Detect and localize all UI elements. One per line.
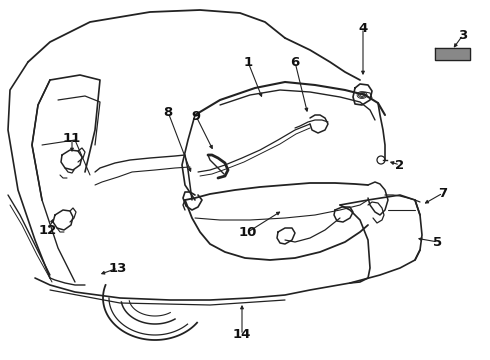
Polygon shape	[435, 48, 470, 60]
Text: 1: 1	[244, 55, 252, 68]
Text: 6: 6	[291, 55, 299, 68]
Text: 2: 2	[395, 158, 405, 171]
Text: 5: 5	[434, 235, 442, 248]
Text: 13: 13	[109, 261, 127, 274]
Text: 9: 9	[192, 109, 200, 122]
Text: 4: 4	[358, 22, 368, 35]
Text: 7: 7	[439, 186, 447, 199]
Text: 12: 12	[39, 224, 57, 237]
Text: 3: 3	[458, 28, 467, 41]
Text: 10: 10	[239, 225, 257, 239]
Text: 14: 14	[233, 328, 251, 342]
Text: 11: 11	[63, 131, 81, 144]
Text: 8: 8	[163, 105, 172, 118]
